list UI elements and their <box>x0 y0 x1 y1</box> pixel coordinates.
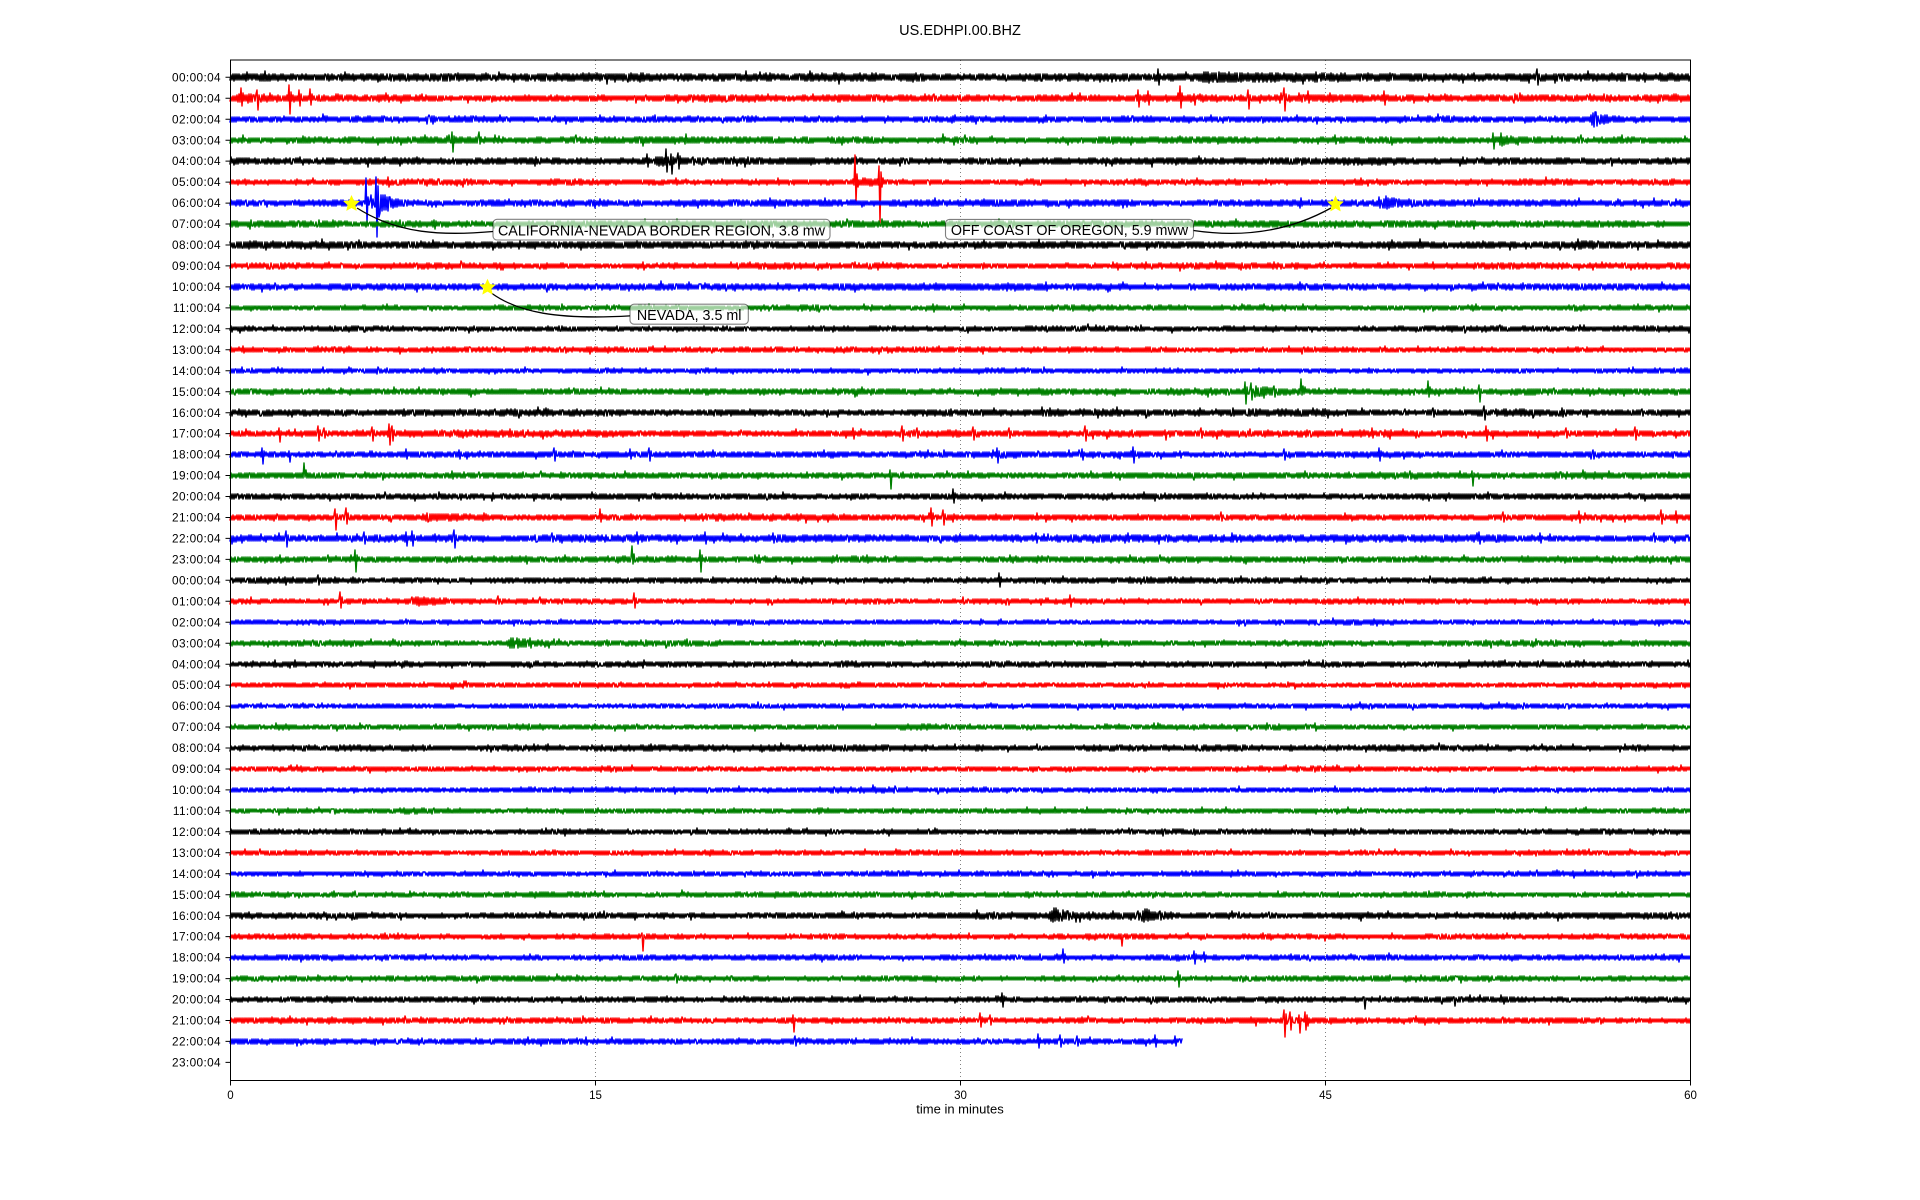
svg-text:03:00:04: 03:00:04 <box>172 636 221 650</box>
svg-text:23:00:04: 23:00:04 <box>172 1056 221 1070</box>
svg-text:08:00:04: 08:00:04 <box>172 741 221 755</box>
svg-text:CALIFORNIA-NEVADA BORDER REGIO: CALIFORNIA-NEVADA BORDER REGION, 3.8 mw <box>498 223 826 239</box>
svg-text:45: 45 <box>1319 1090 1332 1102</box>
svg-text:06:00:04: 06:00:04 <box>172 699 221 713</box>
svg-text:12:00:04: 12:00:04 <box>172 825 221 839</box>
svg-text:22:00:04: 22:00:04 <box>172 532 221 546</box>
svg-text:0: 0 <box>227 1090 233 1102</box>
svg-text:03:00:04: 03:00:04 <box>172 133 221 147</box>
svg-text:00:00:04: 00:00:04 <box>172 573 221 587</box>
svg-text:15: 15 <box>589 1090 602 1102</box>
svg-text:21:00:04: 21:00:04 <box>172 1014 221 1028</box>
svg-text:60: 60 <box>1684 1090 1697 1102</box>
svg-text:19:00:04: 19:00:04 <box>172 469 221 483</box>
svg-text:04:00:04: 04:00:04 <box>172 657 221 671</box>
svg-text:09:00:04: 09:00:04 <box>172 259 221 273</box>
svg-text:08:00:04: 08:00:04 <box>172 238 221 252</box>
svg-text:16:00:04: 16:00:04 <box>172 909 221 923</box>
svg-text:15:00:04: 15:00:04 <box>172 888 221 902</box>
svg-text:14:00:04: 14:00:04 <box>172 867 221 881</box>
svg-text:time in minutes: time in minutes <box>916 1102 1004 1117</box>
svg-text:US.EDHPI.00.BHZ: US.EDHPI.00.BHZ <box>899 23 1021 39</box>
svg-text:18:00:04: 18:00:04 <box>172 951 221 965</box>
svg-text:10:00:04: 10:00:04 <box>172 280 221 294</box>
svg-text:02:00:04: 02:00:04 <box>172 112 221 126</box>
svg-text:11:00:04: 11:00:04 <box>173 301 221 315</box>
svg-text:21:00:04: 21:00:04 <box>172 511 221 525</box>
svg-text:11:00:04: 11:00:04 <box>173 804 221 818</box>
svg-text:20:00:04: 20:00:04 <box>172 993 221 1007</box>
svg-text:07:00:04: 07:00:04 <box>172 720 221 734</box>
svg-text:13:00:04: 13:00:04 <box>172 343 221 357</box>
svg-text:19:00:04: 19:00:04 <box>172 972 221 986</box>
svg-text:01:00:04: 01:00:04 <box>172 91 221 105</box>
svg-text:14:00:04: 14:00:04 <box>172 364 221 378</box>
svg-text:13:00:04: 13:00:04 <box>172 846 221 860</box>
svg-text:10:00:04: 10:00:04 <box>172 783 221 797</box>
svg-text:06:00:04: 06:00:04 <box>172 196 221 210</box>
svg-text:07:00:04: 07:00:04 <box>172 217 221 231</box>
svg-text:09:00:04: 09:00:04 <box>172 762 221 776</box>
svg-text:05:00:04: 05:00:04 <box>172 175 221 189</box>
svg-text:17:00:04: 17:00:04 <box>172 427 221 441</box>
svg-text:OFF COAST OF OREGON, 5.9 mww: OFF COAST OF OREGON, 5.9 mww <box>951 223 1189 239</box>
svg-text:02:00:04: 02:00:04 <box>172 615 221 629</box>
svg-text:18:00:04: 18:00:04 <box>172 448 221 462</box>
svg-text:23:00:04: 23:00:04 <box>172 553 221 567</box>
svg-text:30: 30 <box>954 1090 967 1102</box>
svg-text:05:00:04: 05:00:04 <box>172 678 221 692</box>
svg-text:01:00:04: 01:00:04 <box>172 594 221 608</box>
svg-text:12:00:04: 12:00:04 <box>172 322 221 336</box>
svg-text:16:00:04: 16:00:04 <box>172 406 221 420</box>
svg-text:22:00:04: 22:00:04 <box>172 1035 221 1049</box>
svg-text:17:00:04: 17:00:04 <box>172 930 221 944</box>
svg-text:20:00:04: 20:00:04 <box>172 490 221 504</box>
svg-text:NEVADA, 3.5 ml: NEVADA, 3.5 ml <box>637 308 742 324</box>
svg-text:15:00:04: 15:00:04 <box>172 385 221 399</box>
svg-text:00:00:04: 00:00:04 <box>172 70 221 84</box>
svg-text:04:00:04: 04:00:04 <box>172 154 221 168</box>
